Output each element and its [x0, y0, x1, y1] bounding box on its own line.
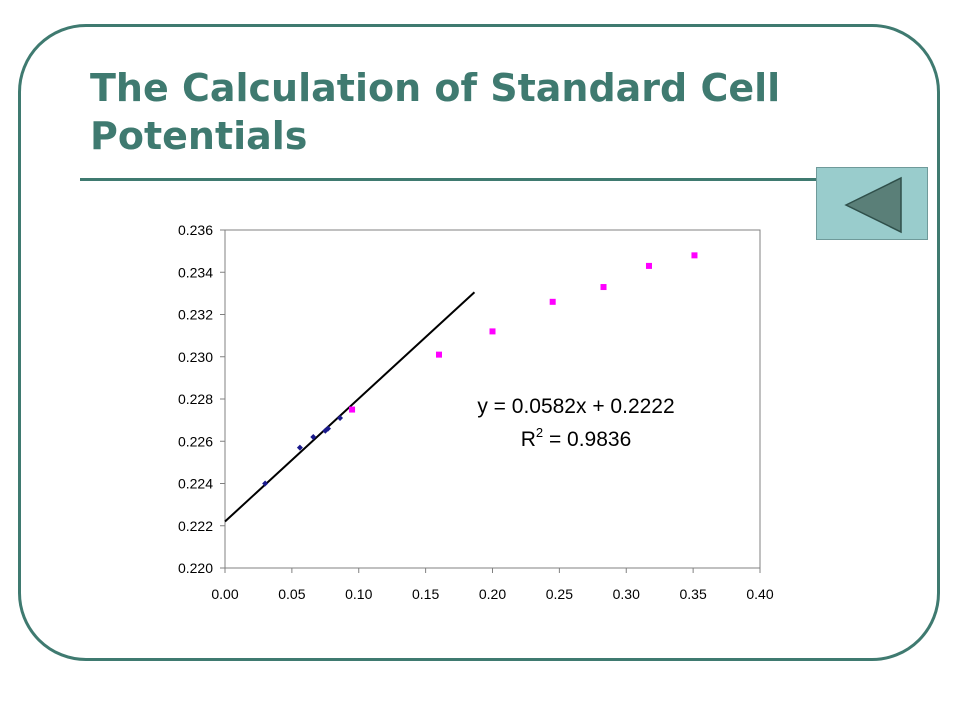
- data-point-series-2: [489, 328, 496, 335]
- y-tick-label: 0.232: [178, 307, 213, 323]
- y-tick-label: 0.230: [178, 349, 213, 365]
- data-point-series-1: [262, 480, 269, 487]
- data-point-series-2: [691, 252, 698, 259]
- y-tick-label: 0.236: [178, 222, 213, 238]
- r-squared-label: R2 = 0.9836: [521, 425, 632, 451]
- x-tick-label: 0.10: [345, 586, 372, 602]
- x-tick-label: 0.15: [412, 586, 439, 602]
- data-point-series-1: [324, 425, 331, 432]
- x-tick-label: 0.00: [211, 586, 238, 602]
- data-point-series-2: [645, 262, 652, 269]
- trendline-equation: y = 0.0582x + 0.2222: [477, 395, 674, 418]
- y-tick-label: 0.234: [178, 264, 213, 280]
- y-tick-label: 0.220: [178, 560, 213, 576]
- x-tick-label: 0.05: [278, 586, 305, 602]
- r-squared-prefix: R: [521, 428, 536, 451]
- left-triangle-icon: [844, 176, 902, 234]
- x-tick-label: 0.20: [479, 586, 506, 602]
- y-tick-label: 0.228: [178, 391, 213, 407]
- y-tick-label: 0.224: [178, 476, 213, 492]
- back-nav-button[interactable]: [816, 167, 928, 240]
- x-axis: 0.00 0.05 0.10 0.15 0.20 0.25 0.30 0.35 0.40: [211, 568, 774, 602]
- r-squared-value: = 0.9836: [543, 428, 631, 451]
- slide-frame: [18, 24, 940, 661]
- y-tick-label: 0.226: [178, 433, 213, 449]
- r-squared-superscript: 2: [536, 425, 543, 440]
- data-point-series-2: [600, 284, 607, 291]
- data-point-series-2: [349, 406, 356, 413]
- x-tick-label: 0.30: [613, 586, 640, 602]
- x-tick-label: 0.25: [546, 586, 573, 602]
- y-axis: 0.220 0.222 0.224 0.226 0.228 0.230 0.232 0.234…: [178, 222, 225, 576]
- data-point-series-2: [436, 351, 442, 358]
- title-divider: [80, 178, 840, 181]
- data-point-series-1: [296, 444, 303, 451]
- x-tick-label: 0.35: [680, 586, 707, 602]
- data-point-series-1: [337, 415, 344, 422]
- data-point-series-2: [549, 298, 556, 305]
- points-layer: [262, 252, 698, 487]
- x-tick-label: 0.40: [746, 586, 773, 602]
- slide-title: The Calculation of Standard Cell Potenti…: [90, 66, 781, 158]
- data-point-series-1: [310, 434, 317, 441]
- y-tick-label: 0.222: [178, 518, 213, 534]
